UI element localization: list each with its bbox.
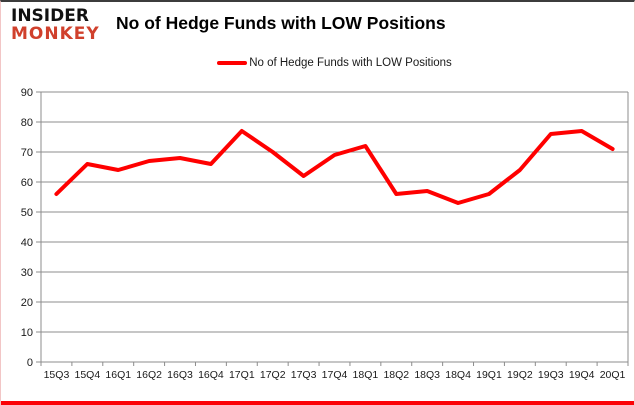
x-tick-label: 17Q3 xyxy=(291,369,317,381)
y-tick-label: 60 xyxy=(21,177,33,189)
logo-text-insider: INSIDER xyxy=(11,6,89,26)
x-tick-label: 18Q1 xyxy=(353,369,379,381)
y-tick-label: 40 xyxy=(21,237,33,249)
x-tick-label: 18Q3 xyxy=(414,369,440,381)
x-tick-label: 15Q4 xyxy=(74,369,100,381)
bottom-accent-bar xyxy=(1,401,634,405)
x-tick-label: 19Q4 xyxy=(569,369,595,381)
y-tick-label: 50 xyxy=(21,207,33,219)
x-tick-label: 17Q4 xyxy=(322,369,348,381)
legend-line-swatch xyxy=(217,61,248,65)
y-tick-label: 10 xyxy=(21,327,33,339)
chart-legend: No of Hedge Funds with LOW Positions xyxy=(41,57,628,69)
y-tick-label: 70 xyxy=(21,147,33,159)
chart-title: No of Hedge Funds with LOW Positions xyxy=(116,13,446,33)
x-tick-label: 17Q2 xyxy=(260,369,286,381)
x-tick-label: 19Q1 xyxy=(476,369,502,381)
x-tick-label: 16Q1 xyxy=(105,369,131,381)
x-tick-label: 15Q3 xyxy=(44,369,70,381)
x-tick-label: 16Q4 xyxy=(198,369,224,381)
y-tick-label: 0 xyxy=(27,357,33,369)
x-tick-label: 18Q4 xyxy=(445,369,471,381)
x-tick-label: 20Q1 xyxy=(600,369,626,381)
series-line xyxy=(54,129,615,205)
y-tick-label: 90 xyxy=(21,87,33,99)
insider-monkey-logo: INSIDER MONKEY xyxy=(11,8,111,43)
y-tick-label: 30 xyxy=(21,267,33,279)
x-tick-label: 16Q2 xyxy=(136,369,162,381)
x-tick-label: 19Q2 xyxy=(507,369,533,381)
y-tick-label: 80 xyxy=(21,117,33,129)
logo-text-monkey: MONKEY xyxy=(11,24,100,44)
legend-label: No of Hedge Funds with LOW Positions xyxy=(249,57,452,69)
x-tick-label: 16Q3 xyxy=(167,369,193,381)
y-tick-label: 20 xyxy=(21,297,33,309)
x-tick-label: 17Q1 xyxy=(229,369,255,381)
x-tick-label: 19Q3 xyxy=(538,369,564,381)
x-tick-label: 18Q2 xyxy=(383,369,409,381)
